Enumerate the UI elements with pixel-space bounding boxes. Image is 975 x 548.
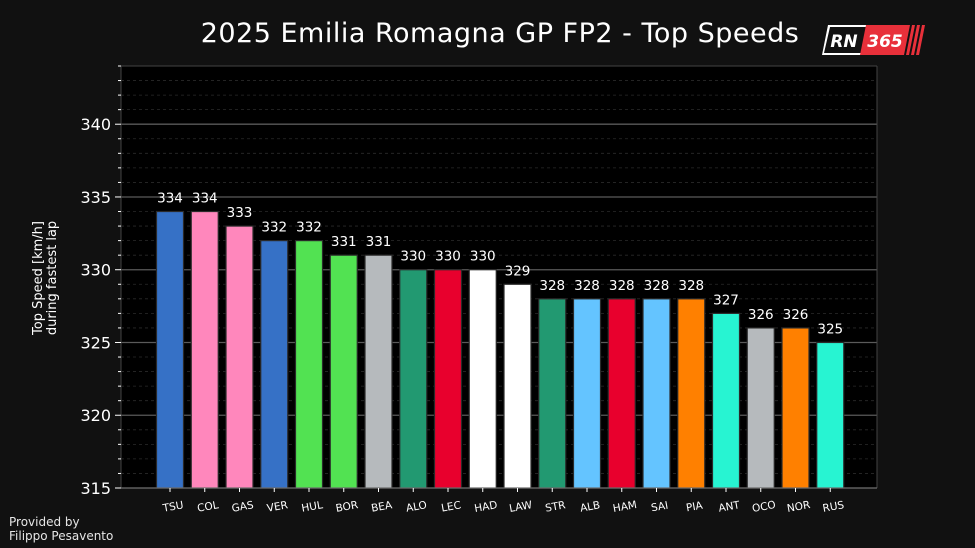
bar-lec: [433, 269, 463, 489]
bar-ver: [260, 240, 289, 489]
bar-rus: [816, 341, 845, 489]
x-tick-label: BOR: [335, 499, 359, 515]
logo-text-rn: RN: [830, 32, 857, 52]
x-tick-label: LAW: [508, 499, 533, 515]
bar-col: [190, 210, 219, 489]
bar-alo: [399, 269, 428, 489]
x-tick-label: STR: [544, 499, 566, 514]
bar-alb: [572, 298, 602, 489]
bar-had: [468, 269, 497, 489]
credit-text: Provided by Filippo Pesavento: [9, 515, 113, 543]
data-label: 328: [644, 278, 670, 294]
x-tick-label: NOR: [786, 499, 811, 515]
data-label: 326: [783, 307, 809, 323]
x-tick-label: SAI: [650, 500, 669, 515]
x-tick-label: HAM: [612, 499, 638, 515]
x-tick-label: GAS: [231, 499, 255, 515]
rn365-logo: RN 365: [822, 25, 925, 55]
data-label: 325: [817, 321, 843, 337]
data-label: 328: [609, 278, 635, 294]
bar-str: [538, 298, 567, 489]
data-label: 334: [157, 191, 183, 207]
bar-bor: [329, 254, 358, 489]
bar-pia: [677, 298, 706, 489]
y-axis-label: Top Speed [km/h]: [31, 221, 46, 336]
x-tick-label: OCO: [751, 499, 777, 515]
data-label: 332: [296, 220, 322, 236]
x-tick-label: RUS: [822, 499, 846, 515]
bar-nor: [781, 327, 810, 489]
data-label: 330: [470, 249, 496, 265]
data-label: 330: [400, 249, 426, 265]
x-tick-label: HUL: [301, 499, 324, 515]
bar-ham: [607, 298, 636, 489]
data-label: 329: [505, 263, 531, 279]
logo-text-365: 365: [867, 32, 903, 52]
credit-line-2: Filippo Pesavento: [9, 529, 114, 543]
x-tick-label: VER: [266, 499, 289, 514]
data-label: 328: [574, 278, 600, 294]
bar-bea: [364, 254, 393, 489]
y-axis-label-line2: during fastest lap: [45, 221, 60, 335]
bar-law: [503, 283, 532, 489]
data-label: 328: [678, 278, 704, 294]
y-tick-label: 320: [80, 406, 111, 425]
bar-hul: [294, 240, 324, 489]
bar-sai: [642, 298, 671, 489]
x-tick-label: ALB: [579, 499, 601, 514]
x-tick-label: ANT: [718, 499, 742, 515]
bar-tsu: [155, 210, 185, 489]
data-label: 330: [435, 249, 461, 265]
y-tick-label: 330: [80, 261, 111, 280]
bar-oco: [746, 327, 775, 489]
x-tick-label: LEC: [440, 499, 462, 514]
data-label: 332: [261, 220, 287, 236]
y-tick-label: 325: [80, 333, 111, 352]
x-tick-label: COL: [196, 499, 219, 515]
credit-line-1: Provided by: [9, 515, 80, 529]
bar-ant: [711, 312, 741, 489]
x-tick-label: ALO: [405, 499, 428, 514]
data-label: 333: [227, 205, 253, 221]
chart-title: 2025 Emilia Romagna GP FP2 - Top Speeds: [200, 18, 800, 49]
y-tick-label: 340: [80, 115, 111, 134]
x-tick-label: BEA: [370, 499, 394, 515]
y-tick-label: 335: [80, 188, 111, 207]
x-tick-label: PIA: [685, 499, 704, 514]
data-label: 331: [331, 234, 357, 250]
bar-gas: [225, 225, 254, 489]
data-label: 328: [539, 278, 565, 294]
x-tick-label: HAD: [473, 499, 498, 515]
data-label: 327: [713, 292, 739, 308]
data-label: 331: [366, 234, 392, 250]
x-tick-label: TSU: [161, 499, 185, 515]
y-tick-label: 315: [80, 479, 111, 498]
data-label: 334: [192, 191, 218, 207]
data-label: 326: [748, 307, 774, 323]
